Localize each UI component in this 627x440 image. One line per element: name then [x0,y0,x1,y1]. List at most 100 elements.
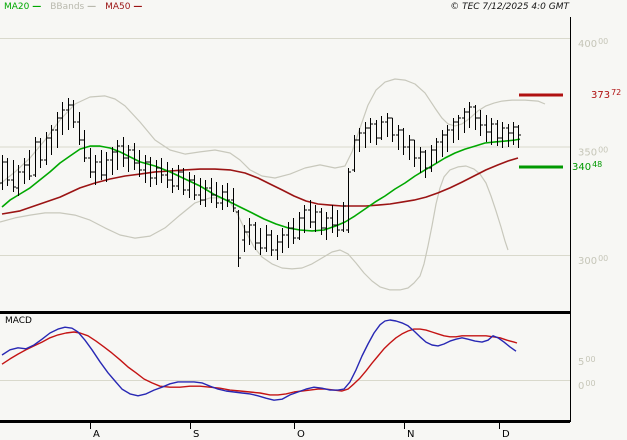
ma20-line [1,138,521,232]
ohlc-bar [451,118,456,143]
bollinger-lower-line [0,165,509,291]
ohlc-bar [236,210,241,267]
legend-ma50-label: MA50 [105,2,131,12]
legend-item-ma20: MA20 — [4,2,41,13]
ohlc-bar [187,171,192,198]
ohlc-bar [110,146,115,175]
ohlc-bar [473,105,478,130]
ohlc-bar [214,182,219,208]
ohlc-bar [291,217,296,244]
month-label: D [502,429,510,440]
ohlc-bar [93,155,98,185]
ohlc-bar [55,112,60,148]
ohlc-bar [379,115,384,140]
macd-signal-line [1,328,518,396]
ohlc-bar [445,125,450,152]
ohlc-bar [407,135,412,160]
ohlc-bar [511,122,516,145]
ohlc-bar [280,227,285,253]
ohlc-bar [302,205,307,233]
ohlc-bar [434,138,439,163]
price-axis-label: 40000 [578,37,608,50]
ohlc-bar [16,164,21,196]
ohlc-bar [286,222,291,249]
ohlc-bar [198,178,203,206]
ohlc-bar [478,110,483,137]
ohlc-bar [132,143,137,170]
ohlc-bar [0,155,5,190]
ohlc-bar [423,150,428,178]
ohlc-bar [500,122,505,148]
macd-axis-label: 500 [578,355,596,368]
ohlc-bar [253,222,258,250]
ohlc-bar [242,225,247,252]
ohlc-bar [22,158,27,184]
ohlc-bar [396,125,401,150]
month-label: N [407,429,414,440]
ohlc-bar [346,168,351,233]
ohlc-bar [82,130,87,162]
ohlc-bar [516,125,521,148]
ma50-line [1,157,519,215]
ohlc-bar [99,150,104,180]
ohlc-bar [148,156,153,188]
ohlc-bar [308,200,313,228]
ma20-line-swatch-icon: — [32,2,42,12]
price-axis-label: 35000 [578,146,608,159]
ohlc-bar [49,125,54,155]
ohlc-bar [429,145,434,172]
ohlc-bar [192,174,197,201]
bollinger-upper-line [0,78,546,185]
ma50-line-swatch-icon: — [133,2,143,12]
month-label: A [93,429,100,440]
ohlc-bar [88,148,93,178]
ohlc-bar [165,161,170,188]
ohlc-bar [357,128,362,152]
ohlc-bar [231,187,236,212]
ohlc-bar [220,184,225,211]
ohlc-bar [363,122,368,148]
ohlc-bar [412,139,417,167]
ohlc-bar [44,132,49,165]
chart-legend: MA20 — BBands — MA50 — [4,2,142,13]
price-axis-label: 30000 [578,254,608,267]
ohlc-bar [126,145,131,172]
month-label: S [193,429,199,440]
ohlc-bar [264,225,269,252]
ohlc-bar [66,97,71,130]
ohlc-bar [115,140,120,170]
legend-ma20-label: MA20 [4,2,30,12]
ohlc-bar [352,135,357,172]
ohlc-bar [506,123,511,147]
level-label-support: 34048 [572,160,602,173]
ohlc-bar [440,130,445,157]
timestamp: © TEC 7/12/2025 4:0 GMT [450,2,569,12]
ohlc-bar [5,158,10,186]
ohlc-bar [209,178,214,203]
ohlc-bar [456,115,461,140]
ohlc-bar [181,168,186,195]
ohlc-bar [104,151,109,183]
ohlc-bar [313,205,318,232]
level-label-resistance: 37372 [591,88,621,101]
macd-line [1,319,517,401]
legend-item-ma50: MA50 — [105,2,142,13]
ohlc-bar [341,202,346,232]
ohlc-bar [247,217,252,245]
ohlc-bar [275,235,280,260]
ohlc-bar [170,168,175,193]
ohlc-bar [467,102,472,129]
macd-axis-label: 000 [578,379,596,392]
macd-panel-title: MACD [5,316,32,326]
ohlc-bar [27,150,32,180]
ohlc-bar [495,120,500,147]
ohlc-bar [297,212,302,240]
ohlc-bar [335,210,340,237]
ohlc-bar [385,113,390,137]
ohlc-bar [258,227,263,255]
ohlc-bar [225,183,230,207]
ohlc-bar [269,230,274,257]
ohlc-bar [489,118,494,145]
